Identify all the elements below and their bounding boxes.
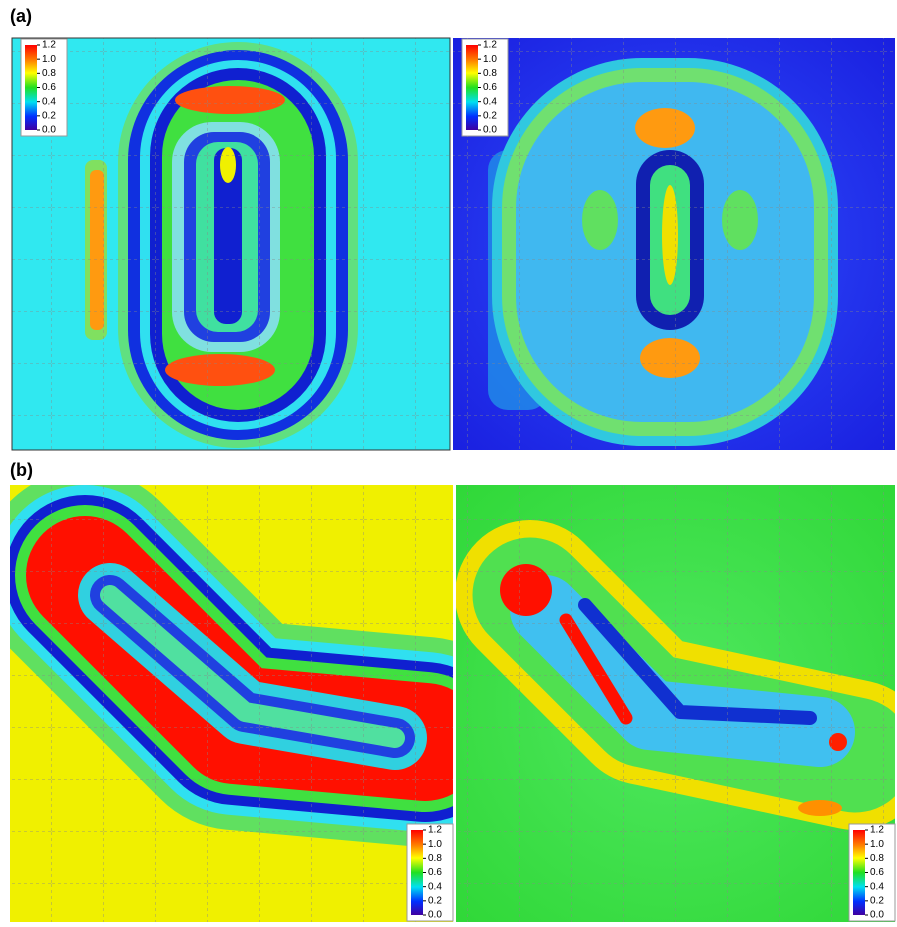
panel-label: (a)	[10, 6, 32, 26]
colorbar-tick-label: 0.4	[483, 96, 497, 107]
colorbar-tick-label: 1.2	[42, 40, 56, 51]
colorbar-tick-label: 1.2	[870, 825, 884, 836]
colorbar-tick-label: 0.6	[483, 82, 497, 93]
figure: (a) (b)	[0, 0, 897, 927]
colorbar-tick-label: 0.8	[428, 853, 442, 864]
colorbar-tick-label: 0.2	[42, 110, 56, 121]
heatmap	[10, 485, 453, 922]
colorbar-tick-label: 0.6	[42, 82, 56, 93]
colorbar-tick-label: 0.2	[870, 895, 884, 906]
heatmap	[453, 38, 895, 450]
heatmap	[12, 38, 450, 450]
colorbar-tick-label: 0.0	[42, 125, 56, 136]
colorbar-tick-label: 0.0	[428, 910, 442, 921]
colorbar-tick-label: 0.6	[428, 867, 442, 878]
heatmap	[456, 485, 895, 922]
colorbar	[411, 830, 423, 915]
colorbar-tick-label: 1.0	[42, 54, 56, 65]
colorbar-tick-label: 0.6	[870, 867, 884, 878]
colorbar-tick-label: 0.0	[870, 910, 884, 921]
colorbar	[853, 830, 865, 915]
colorbar-tick-label: 0.4	[42, 96, 56, 107]
panel-label: (b)	[10, 460, 33, 480]
colorbar-tick-label: 0.8	[483, 68, 497, 79]
colorbar-tick-label: 0.0	[483, 125, 497, 136]
colorbar-tick-label: 0.4	[870, 881, 884, 892]
colorbar	[466, 45, 478, 130]
colorbar-tick-label: 0.8	[42, 68, 56, 79]
colorbar-tick-label: 1.2	[428, 825, 442, 836]
colorbar-tick-label: 1.2	[483, 40, 497, 51]
colorbar-tick-label: 1.0	[428, 839, 442, 850]
colorbar-tick-label: 1.0	[483, 54, 497, 65]
colorbar-tick-label: 0.8	[870, 853, 884, 864]
colorbar	[25, 45, 37, 130]
colorbar-tick-label: 0.2	[428, 895, 442, 906]
colorbar-tick-label: 1.0	[870, 839, 884, 850]
colorbar-tick-label: 0.4	[428, 881, 442, 892]
colorbar-tick-label: 0.2	[483, 110, 497, 121]
